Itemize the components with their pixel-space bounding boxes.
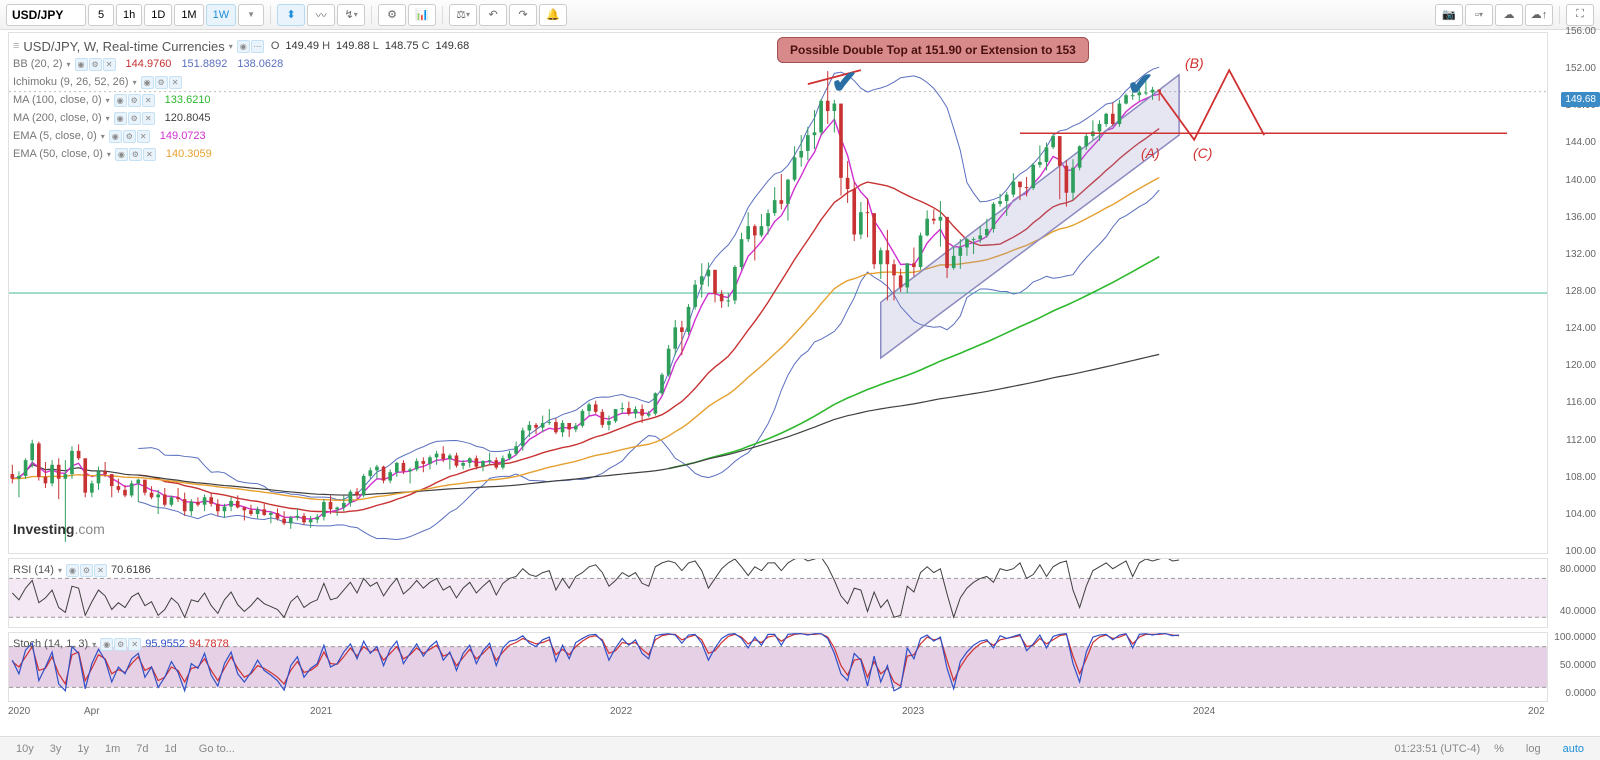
range-7d[interactable]: 7d	[128, 741, 156, 757]
legend-ctl-icon[interactable]: ◉	[75, 58, 88, 71]
close-icon[interactable]: ✕	[128, 638, 141, 651]
watermark: Investing.com	[13, 521, 105, 537]
legend-ctl-icon[interactable]: ⚙	[129, 148, 142, 161]
legend-ctl-icon[interactable]: ◉	[109, 130, 122, 143]
more-icon[interactable]: ⋯	[251, 40, 264, 53]
annotation[interactable]: Possible Double Top at 151.90 or Extensi…	[777, 37, 1089, 63]
legend-ctl-icon[interactable]: ✕	[103, 58, 116, 71]
symbol-input[interactable]	[6, 4, 86, 26]
tf-dropdown[interactable]: ▼	[238, 4, 264, 26]
clock: 01:23:51 (UTC-4)	[1395, 743, 1481, 755]
alert-icon[interactable]: 🔔	[539, 4, 567, 26]
stoch-axis[interactable]: 100.0000 50.0000 0.0000	[1550, 632, 1600, 702]
legend-ctl-icon[interactable]: ⚙	[89, 58, 102, 71]
cloud-up-icon[interactable]: ☁↑	[1525, 4, 1553, 26]
stoch-pane[interactable]: Stoch (14, 1, 3)▾ ◉⚙✕ 95.9552 94.7878	[8, 632, 1548, 702]
legend-ctl-icon[interactable]: ◉	[141, 76, 154, 89]
candles-icon[interactable]: ⬍	[277, 4, 305, 26]
redo-icon[interactable]: ↷	[509, 4, 537, 26]
close-icon[interactable]: ✕	[94, 564, 107, 577]
legend-ctl-icon[interactable]: ✕	[142, 94, 155, 107]
eye-icon[interactable]: ◉	[237, 40, 250, 53]
range-10y[interactable]: 10y	[8, 741, 42, 757]
rsi-pane[interactable]: RSI (14)▾ ◉⚙✕ 70.6186	[8, 558, 1548, 628]
checkmark-2: ✔	[1127, 65, 1154, 103]
draw-icon[interactable]: ↯▾	[337, 4, 365, 26]
range-1y[interactable]: 1y	[69, 741, 97, 757]
main-chart[interactable]: ≡ USD/JPY, W, Real-time Currencies ▾ ◉⋯ …	[8, 32, 1548, 554]
indicators-icon[interactable]: 📊	[408, 4, 436, 26]
legend-ctl-icon[interactable]: ⚙	[155, 76, 168, 89]
footer-bar: 10y3y1y1m7d1d Go to... 01:23:51 (UTC-4) …	[0, 736, 1600, 760]
fullscreen-icon[interactable]: ⛶	[1566, 4, 1594, 26]
legend-ctl-icon[interactable]: ⚙	[128, 94, 141, 107]
wave-b: (B)	[1185, 55, 1204, 71]
legend-ctl-icon[interactable]: ◉	[114, 112, 127, 125]
compare-icon[interactable]: 〰	[307, 4, 335, 26]
legend-ctl-icon[interactable]: ✕	[143, 148, 156, 161]
tf-1m[interactable]: 1M	[174, 4, 203, 26]
checkmark-1: ✔	[831, 63, 858, 101]
tf-1w[interactable]: 1W	[206, 4, 237, 26]
legend-ctl-icon[interactable]: ◉	[115, 148, 128, 161]
eye-icon[interactable]: ◉	[66, 564, 79, 577]
camera-icon[interactable]: 📷	[1435, 4, 1463, 26]
gear-icon[interactable]: ⚙	[114, 638, 127, 651]
eye-icon[interactable]: ◉	[100, 638, 113, 651]
legend-ctl-icon[interactable]: ✕	[169, 76, 182, 89]
settings-icon[interactable]: ⚙	[378, 4, 406, 26]
goto-button[interactable]: Go to...	[191, 741, 243, 757]
range-3y[interactable]: 3y	[42, 741, 70, 757]
last-price-tag: 149.68	[1561, 92, 1600, 107]
pct-button[interactable]: %	[1486, 741, 1512, 757]
rsi-axis[interactable]: 80.0000 40.0000	[1550, 558, 1600, 628]
legend-ctl-icon[interactable]: ✕	[137, 130, 150, 143]
tf-5[interactable]: 5	[88, 4, 114, 26]
range-1d[interactable]: 1d	[157, 741, 185, 757]
tf-1d[interactable]: 1D	[144, 4, 172, 26]
legend-ctl-icon[interactable]: ◉	[114, 94, 127, 107]
range-1m[interactable]: 1m	[97, 741, 128, 757]
top-toolbar: 5 1h 1D 1M 1W ▼ ⬍ 〰 ↯▾ ⚙ 📊 ⚖▾ ↶ ↷ 🔔 📷 ▫▾…	[0, 0, 1600, 30]
cloud-down-icon[interactable]: ☁	[1495, 4, 1523, 26]
gear-icon[interactable]: ⚙	[80, 564, 93, 577]
wave-c: (C)	[1193, 145, 1212, 161]
layout-icon[interactable]: ▫▾	[1465, 4, 1493, 26]
auto-button[interactable]: auto	[1555, 741, 1592, 757]
legend-ctl-icon[interactable]: ✕	[142, 112, 155, 125]
log-button[interactable]: log	[1518, 741, 1549, 757]
legend-ctl-icon[interactable]: ⚙	[128, 112, 141, 125]
time-axis[interactable]: 2020Apr2021202220232024202	[8, 706, 1548, 724]
undo-icon[interactable]: ↶	[479, 4, 507, 26]
scales-icon[interactable]: ⚖▾	[449, 4, 477, 26]
wave-a: (A)	[1141, 145, 1160, 161]
tf-1h[interactable]: 1h	[116, 4, 142, 26]
legend-ctl-icon[interactable]: ⚙	[123, 130, 136, 143]
price-axis[interactable]: 156.00152.00148.00144.00140.00136.00132.…	[1550, 32, 1600, 554]
